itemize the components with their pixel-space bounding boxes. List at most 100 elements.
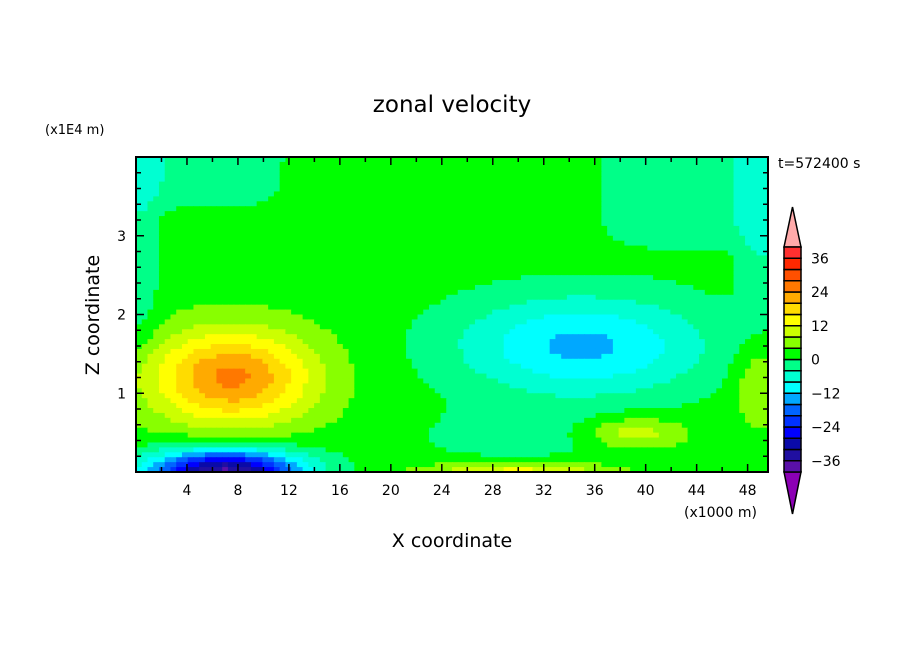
contour-cell <box>589 201 597 207</box>
contour-cell <box>526 196 534 202</box>
contour-cell <box>285 260 292 266</box>
contour-cell <box>256 250 263 257</box>
contour-cell <box>331 344 338 350</box>
x-axis-label: X coordinate <box>392 530 512 552</box>
contour-cell <box>630 358 637 365</box>
contour-cell <box>273 206 281 212</box>
contour-cell <box>434 319 442 325</box>
contour-cell <box>377 373 384 380</box>
contour-cell <box>739 225 746 232</box>
contour-cell <box>216 280 223 286</box>
contour-cell <box>653 339 660 345</box>
contour-cell <box>325 265 332 271</box>
contour-cell <box>285 339 292 345</box>
contour-cell <box>578 235 585 242</box>
contour-cell <box>727 181 735 188</box>
contour-cell <box>417 373 424 380</box>
contour-cell <box>515 265 522 271</box>
contour-cell <box>647 166 654 173</box>
contour-cell <box>664 240 671 247</box>
contour-cell <box>572 206 579 212</box>
contour-cell <box>291 196 298 202</box>
contour-cell <box>727 265 735 271</box>
contour-cell <box>136 230 143 237</box>
contour-cell <box>722 289 729 296</box>
contour-cell <box>687 299 694 306</box>
contour-cell <box>371 284 378 291</box>
contour-cell <box>716 304 723 311</box>
contour-cell <box>227 314 235 321</box>
contour-cell <box>624 220 631 227</box>
contour-cell <box>210 324 218 330</box>
contour-cell <box>337 171 344 178</box>
contour-cell <box>693 211 700 217</box>
contour-cell <box>716 240 723 247</box>
contour-cell <box>722 181 729 188</box>
contour-cell <box>153 245 160 252</box>
contour-cell <box>699 284 706 291</box>
contour-cell <box>572 171 579 178</box>
contour-cell <box>681 348 689 355</box>
contour-cell <box>417 235 424 242</box>
contour-cell <box>503 344 511 350</box>
contour-cell <box>762 216 769 222</box>
contour-cell <box>509 260 516 266</box>
contour-cell <box>331 334 338 340</box>
contour-cell <box>423 161 430 168</box>
contour-cell <box>653 161 660 168</box>
contour-cell <box>233 216 241 222</box>
contour-cell <box>158 344 166 350</box>
contour-cell <box>618 358 625 365</box>
contour-cell <box>480 294 488 301</box>
contour-cell <box>474 309 482 316</box>
contour-cell <box>745 265 752 271</box>
contour-cell <box>630 235 637 242</box>
contour-cell <box>681 186 689 193</box>
contour-cell <box>658 235 666 242</box>
contour-cell <box>296 299 304 306</box>
contour-cell <box>262 216 269 222</box>
contour-cell <box>256 275 263 281</box>
contour-cell <box>365 216 373 222</box>
contour-cell <box>739 211 746 217</box>
contour-cell <box>360 304 367 311</box>
contour-cell <box>681 324 689 330</box>
contour-cell <box>273 260 281 266</box>
contour-cell <box>199 358 206 365</box>
contour-cell <box>756 245 763 252</box>
contour-cell <box>176 304 183 311</box>
contour-cell <box>291 378 298 385</box>
contour-cell <box>348 255 355 261</box>
contour-cell <box>245 304 252 311</box>
contour-cell <box>268 250 275 257</box>
contour-cell <box>268 225 275 232</box>
contour-cell <box>727 319 735 325</box>
contour-cell <box>147 220 154 227</box>
contour-cell <box>664 171 671 178</box>
contour-cell <box>618 284 625 291</box>
contour-cell <box>245 339 252 345</box>
contour-cell <box>595 289 602 296</box>
contour-cell <box>618 334 625 340</box>
contour-cell <box>147 284 154 291</box>
contour-cell <box>285 319 292 325</box>
contour-cell <box>411 319 419 325</box>
contour-cell <box>199 181 206 188</box>
contour-cell <box>722 250 729 257</box>
contour-cell <box>612 235 620 242</box>
contour-cell <box>227 260 235 266</box>
contour-cell <box>750 260 758 266</box>
contour-cell <box>187 220 195 227</box>
contour-cell <box>181 211 189 217</box>
contour-cell <box>630 368 637 375</box>
contour-cell <box>520 171 528 178</box>
contour-cell <box>187 186 195 193</box>
contour-cell <box>250 176 258 183</box>
contour-cell <box>141 191 149 197</box>
contour-cell <box>377 314 384 321</box>
contour-cell <box>497 216 505 222</box>
contour-cell <box>388 201 396 207</box>
contour-cell <box>474 196 482 202</box>
contour-cell <box>446 314 453 321</box>
contour-cell <box>423 309 430 316</box>
